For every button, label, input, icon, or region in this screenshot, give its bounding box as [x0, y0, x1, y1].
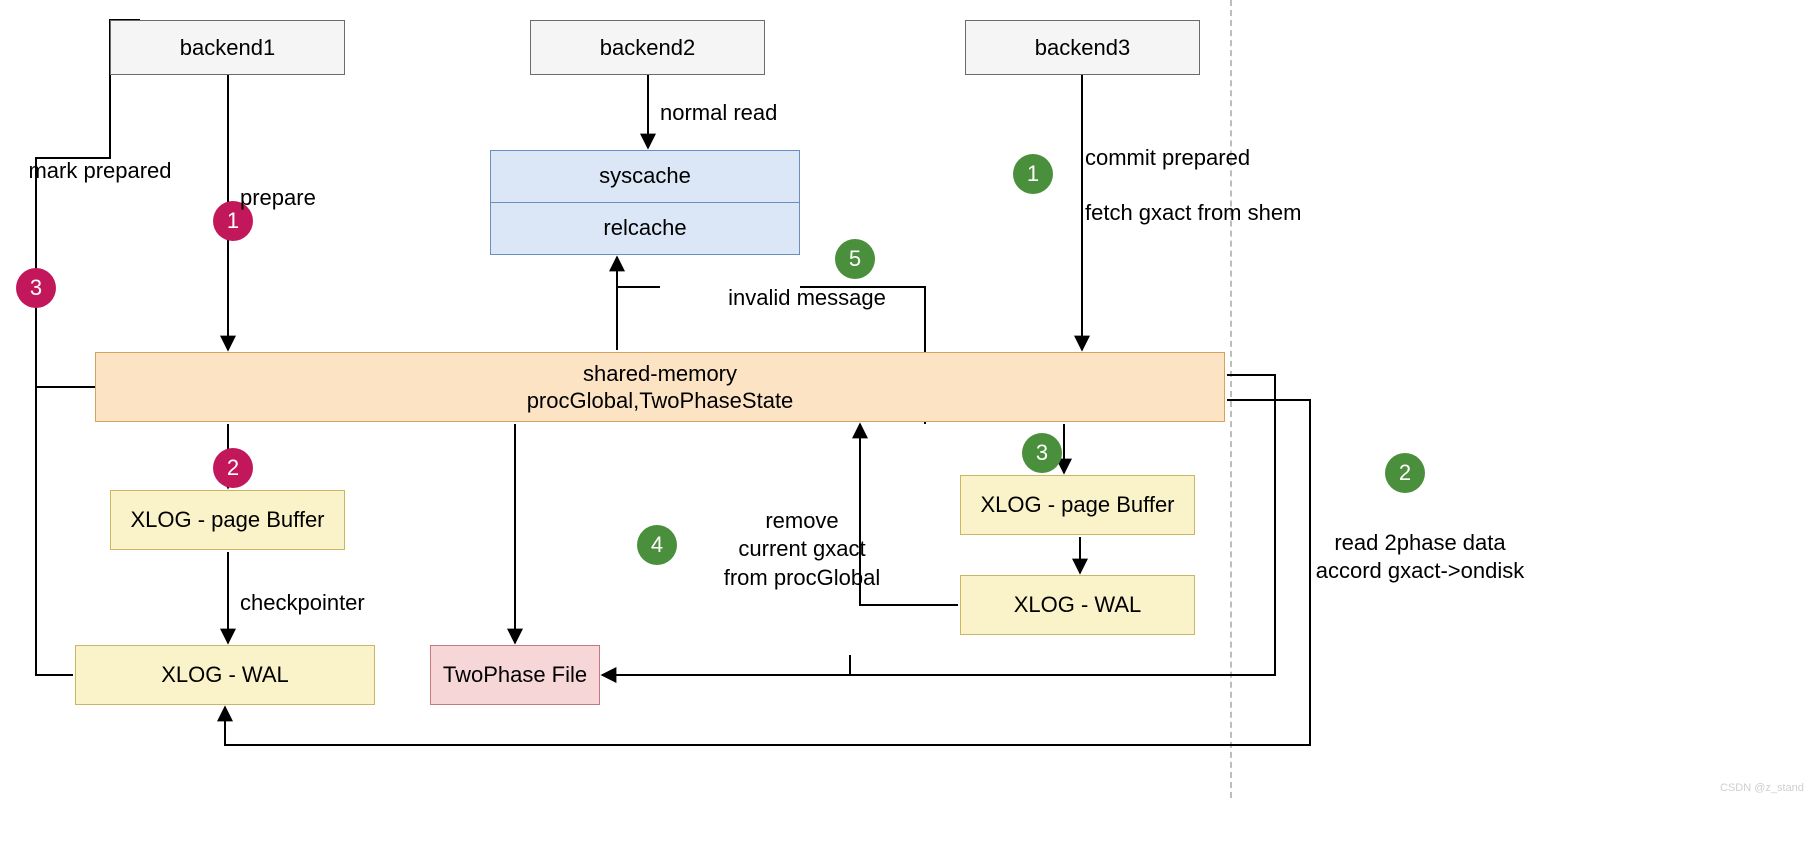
watermark: CSDN @z_stand: [1720, 782, 1804, 794]
watermark-text: CSDN @z_stand: [1720, 782, 1804, 794]
node-backend2: backend2: [530, 20, 765, 75]
badge-green-5: 5: [835, 239, 875, 279]
badge-number: 1: [1027, 161, 1039, 187]
node-label: relcache: [603, 215, 686, 241]
label-remove-gxact: remove current gxact from procGlobal: [702, 478, 902, 592]
label-read-2phase: read 2phase data accord gxact->ondisk: [1295, 500, 1545, 586]
badge-number: 3: [30, 275, 42, 301]
node-label: TwoPhase File: [443, 662, 587, 688]
node-backend1: backend1: [110, 20, 345, 75]
badge-number: 2: [227, 455, 239, 481]
node-label: XLOG - page Buffer: [980, 492, 1174, 518]
edge-mark-prep: [36, 20, 140, 387]
edge-walL-left: [36, 310, 73, 675]
badge-green-3: 3: [1022, 433, 1062, 473]
label-prepare: prepare: [240, 185, 330, 211]
node-xlog-wal-left: XLOG - WAL: [75, 645, 375, 705]
label-commit-prepared: commit prepared: [1085, 145, 1285, 171]
node-label: backend1: [180, 35, 275, 61]
label-text: remove current gxact from procGlobal: [724, 508, 881, 590]
badge-green-4: 4: [637, 525, 677, 565]
label-mark-prepared: mark prepared: [10, 158, 190, 184]
vertical-divider: [1230, 0, 1232, 798]
edges-layer: [0, 0, 1808, 856]
badge-number: 1: [227, 208, 239, 234]
label-text: mark prepared: [28, 158, 171, 183]
node-shared-memory: shared-memory procGlobal,TwoPhaseState: [95, 352, 1225, 422]
badge-green-1: 1: [1013, 154, 1053, 194]
label-text: fetch gxact from shem: [1085, 200, 1301, 225]
label-text: checkpointer: [240, 590, 365, 615]
badge-green-2: 2: [1385, 453, 1425, 493]
badge-magenta-3: 3: [16, 268, 56, 308]
badge-number: 2: [1399, 460, 1411, 486]
badge-number: 4: [651, 532, 663, 558]
node-label: syscache: [599, 163, 691, 189]
node-label: XLOG - WAL: [161, 662, 289, 688]
node-twophase-file: TwoPhase File: [430, 645, 600, 705]
node-backend3: backend3: [965, 20, 1200, 75]
label-checkpointer: checkpointer: [240, 590, 380, 616]
label-text: invalid message: [728, 285, 886, 310]
node-label: XLOG - WAL: [1014, 592, 1142, 618]
node-xlog-wal-right: XLOG - WAL: [960, 575, 1195, 635]
label-text: read 2phase data accord gxact->ondisk: [1316, 530, 1525, 584]
badge-magenta-2: 2: [213, 448, 253, 488]
node-label: backend3: [1035, 35, 1130, 61]
node-xlog-buffer-left: XLOG - page Buffer: [110, 490, 345, 550]
badge-number: 5: [849, 246, 861, 272]
label-text: normal read: [660, 100, 777, 125]
node-label: backend2: [600, 35, 695, 61]
node-xlog-buffer-right: XLOG - page Buffer: [960, 475, 1195, 535]
label-invalid-message: invalid message: [717, 285, 897, 311]
badge-number: 3: [1036, 440, 1048, 466]
label-fetch-gxact: fetch gxact from shem: [1085, 200, 1345, 226]
node-label: XLOG - page Buffer: [130, 507, 324, 533]
node-label: procGlobal,TwoPhaseState: [527, 387, 794, 415]
label-normal-read: normal read: [660, 100, 800, 126]
label-text: commit prepared: [1085, 145, 1250, 170]
label-text: prepare: [240, 185, 316, 210]
edge-tpf-to-walR: [850, 655, 958, 675]
node-label: shared-memory: [583, 360, 737, 388]
node-cache: syscache relcache: [490, 150, 800, 255]
